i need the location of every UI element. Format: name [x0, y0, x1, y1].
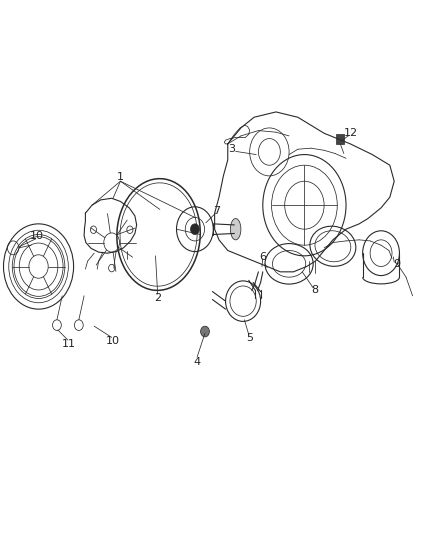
Text: 10: 10 [30, 231, 44, 240]
Text: 9: 9 [393, 259, 400, 269]
Circle shape [201, 326, 209, 337]
Text: 1: 1 [117, 172, 124, 182]
Text: 11: 11 [62, 339, 76, 349]
Circle shape [191, 224, 199, 235]
Text: 12: 12 [343, 128, 357, 138]
Text: 8: 8 [311, 286, 318, 295]
Text: 10: 10 [106, 336, 120, 346]
Text: 6: 6 [259, 252, 266, 262]
Text: 7: 7 [213, 206, 220, 215]
FancyBboxPatch shape [336, 134, 344, 144]
Text: 3: 3 [229, 144, 236, 154]
Text: 5: 5 [246, 334, 253, 343]
Text: 4: 4 [194, 358, 201, 367]
Ellipse shape [230, 219, 241, 240]
Text: 2: 2 [154, 294, 161, 303]
